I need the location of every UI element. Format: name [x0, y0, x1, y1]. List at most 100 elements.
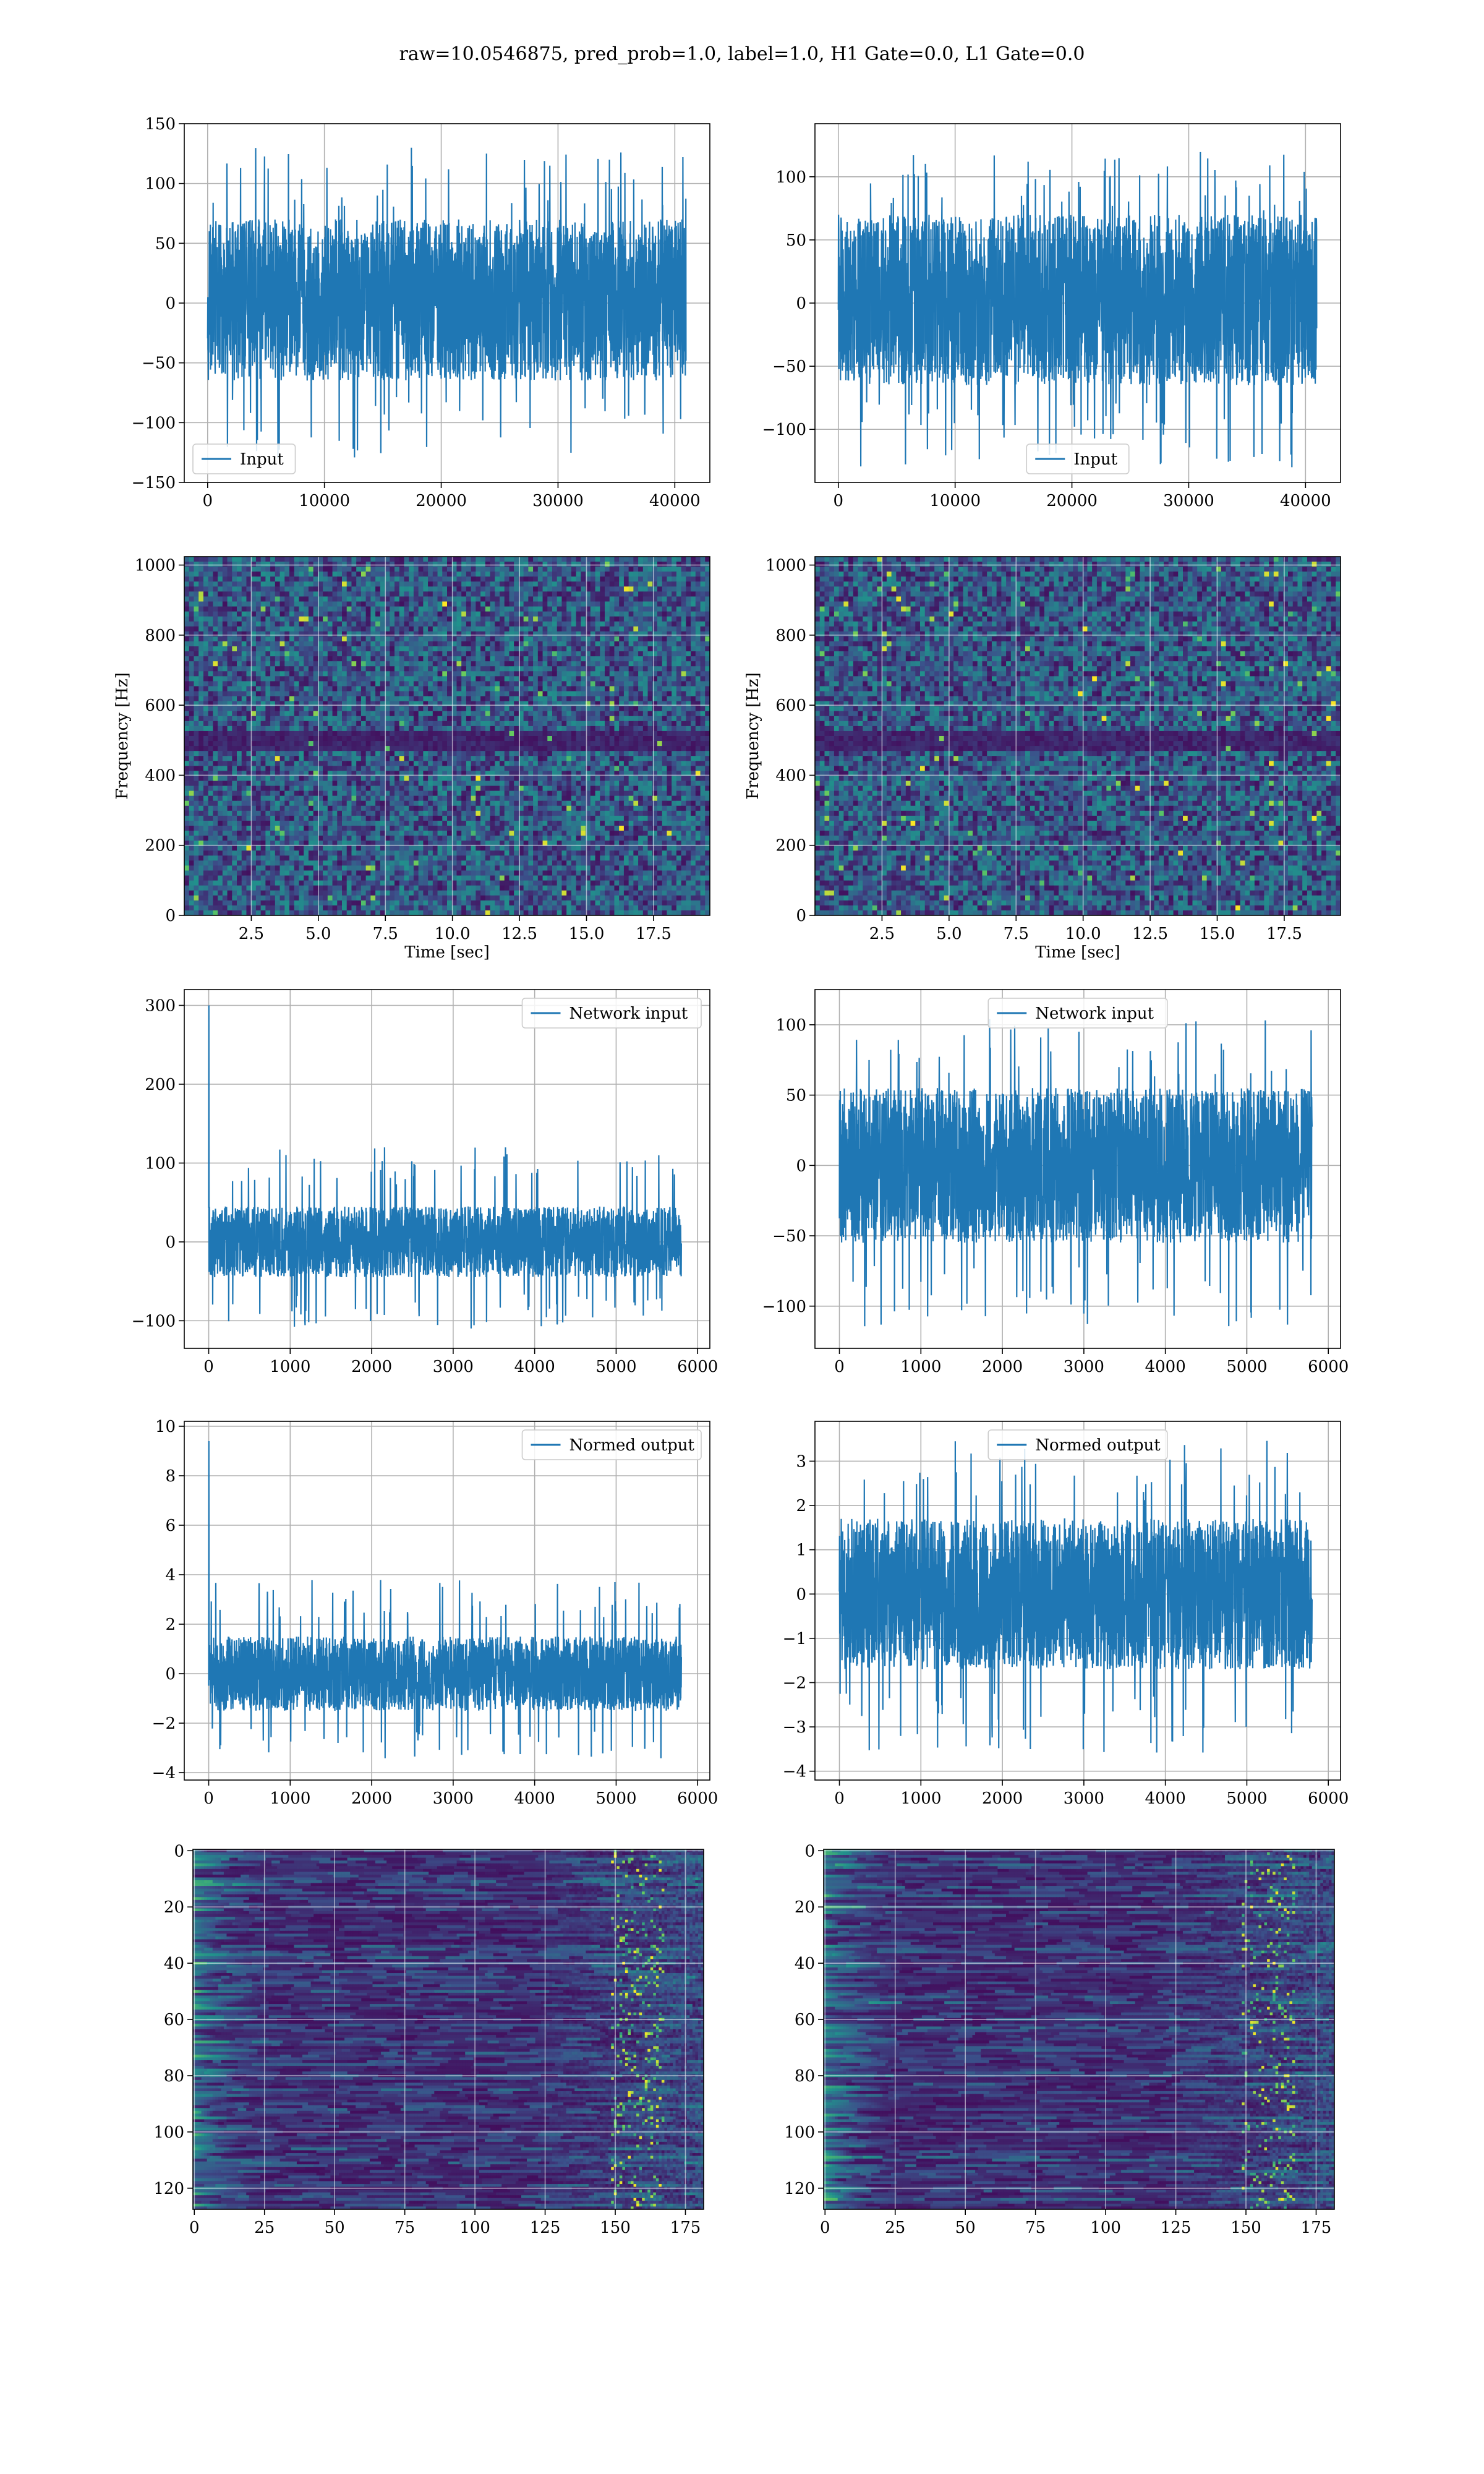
feature-map-right-ytick-label: 120	[784, 2180, 815, 2198]
feature-map-right-xtick-label: 175	[1301, 2219, 1332, 2237]
normed-output-left-xtick-label: 0	[203, 1789, 214, 1808]
spectrogram-right-xtick-label: 2.5	[869, 925, 895, 943]
input-left-ytick-label: 100	[145, 175, 176, 194]
normed-output-left-ytick-label: 2	[165, 1616, 176, 1634]
feature-map-right-xtick-label: 100	[1090, 2219, 1121, 2237]
normed-output-left-xtick-label: 5000	[595, 1789, 636, 1808]
network-input-left-ytick-label: 300	[145, 996, 176, 1015]
normed-output-left-xtick-label: 6000	[677, 1789, 718, 1808]
normed-output-right-panel: 0 1000 2000 3000 4000 5000 6000−4−3−2−10123Nor…	[783, 1421, 1349, 1808]
network-input-right-ytick-label: 0	[796, 1157, 806, 1175]
input-left-xtick-label: 40000	[649, 492, 701, 510]
input-right-ytick-label: 100	[775, 168, 806, 187]
network-input-right-legend-label: Network input	[1035, 1004, 1154, 1023]
spectrogram-left-xtick-label: 12.5	[501, 925, 537, 943]
normed-output-left-panel: 0 1000 2000 3000 4000 5000 6000−4−20246810Norm…	[152, 1418, 719, 1808]
feature-map-left-ytick-label: 20	[164, 1898, 184, 1917]
network-input-left-frame	[184, 990, 710, 1348]
spectrogram-left-ytick-label: 600	[145, 696, 176, 715]
input-right-xtick-label: 10000	[929, 492, 981, 510]
network-input-left-legend-label: Network input	[569, 1004, 688, 1023]
network-input-left-grid	[184, 990, 710, 1348]
input-left-legend-label: Input	[240, 450, 284, 469]
spectrogram-right-xtick-label: 5.0	[936, 925, 962, 943]
network-input-left-xtick-label: 5000	[595, 1358, 636, 1376]
network-input-right-xtick-label: 6000	[1308, 1358, 1349, 1376]
input-right-xtick-label: 20000	[1046, 492, 1098, 510]
network-input-right-xtick-label: 3000	[1064, 1358, 1104, 1376]
network-input-left-legend: Network input	[522, 998, 702, 1028]
normed-output-left-legend: Normed output	[522, 1430, 702, 1460]
feature-map-left-xtick-label: 75	[394, 2219, 415, 2237]
feature-map-left-xtick-label: 0	[189, 2219, 200, 2237]
feature-map-left-xtick-label: 50	[325, 2219, 345, 2237]
spectrogram-right-ytick-label: 400	[775, 766, 806, 785]
normed-output-right-xtick-label: 2000	[982, 1789, 1023, 1808]
spectrogram-left-ylabel: Frequency [Hz]	[113, 672, 132, 800]
spectrogram-right-ytick-label: 600	[775, 696, 806, 715]
spectrogram-right-ytick-label: 800	[775, 627, 806, 645]
network-input-right-xtick-label: 4000	[1145, 1358, 1186, 1376]
feature-map-left-xtick-label: 100	[459, 2219, 490, 2237]
normed-output-right-legend: Normed output	[988, 1430, 1167, 1460]
normed-output-left-ytick-label: 4	[165, 1566, 176, 1585]
input-right-ytick-label: 0	[796, 294, 806, 313]
input-left-ytick-label: −150	[132, 474, 176, 492]
spectrogram-right-xtick-label: 7.5	[1004, 925, 1029, 943]
network-input-left-ytick-label: 0	[165, 1233, 176, 1252]
feature-map-right-ytick-label: 20	[795, 1898, 815, 1917]
feature-map-right-xtick-label: 0	[820, 2219, 830, 2237]
input-left-legend: Input	[193, 444, 296, 474]
feature-map-right-xtick-label: 50	[955, 2219, 976, 2237]
input-right-ytick-label: 50	[786, 231, 806, 250]
spectrogram-left-xlabel: Time [sec]	[404, 943, 490, 962]
feature-map-right-xtick-label: 125	[1161, 2219, 1192, 2237]
input-right-ytick-label: −50	[772, 357, 806, 376]
normed-output-left-ytick-label: 10	[155, 1418, 176, 1436]
feature-map-right-xtick-label: 150	[1230, 2219, 1261, 2237]
spectrogram-right-ytick-label: 0	[796, 907, 806, 925]
network-input-left-xtick-label: 1000	[270, 1358, 310, 1376]
spectrogram-right-xtick-label: 10.0	[1065, 925, 1101, 943]
network-input-left-xtick-label: 2000	[351, 1358, 392, 1376]
spectrogram-left-ytick-label: 800	[145, 627, 176, 645]
normed-output-left-xtick-label: 4000	[514, 1789, 555, 1808]
normed-output-left-ytick-label: 8	[165, 1467, 176, 1486]
normed-output-right-series-line	[840, 1441, 1312, 1753]
network-input-right-ytick-label: −50	[772, 1227, 806, 1246]
normed-output-right-legend-label: Normed output	[1035, 1436, 1161, 1455]
spectrogram-left-xtick-label: 2.5	[239, 925, 264, 943]
spectrogram-left-cells	[184, 557, 710, 916]
input-left-series-line	[208, 148, 686, 458]
spectrogram-left-ytick-label: 200	[145, 837, 176, 855]
feature-map-right-xtick-label: 25	[885, 2219, 905, 2237]
normed-output-right-xtick-label: 5000	[1226, 1789, 1267, 1808]
feature-map-right-ytick-label: 0	[804, 1842, 815, 1860]
input-left-xtick-label: 10000	[299, 492, 350, 510]
spectrogram-left-xtick-label: 15.0	[569, 925, 605, 943]
spectrogram-right-ytick-label: 1000	[765, 557, 806, 575]
normed-output-right-ytick-label: −2	[783, 1674, 806, 1692]
input-right-legend: Input	[1026, 444, 1129, 474]
spectrogram-left-ytick-label: 0	[165, 907, 176, 925]
normed-output-right-ytick-label: −3	[783, 1718, 806, 1737]
feature-map-right-xtick-label: 75	[1025, 2219, 1046, 2237]
normed-output-right-xtick-label: 3000	[1064, 1789, 1104, 1808]
network-input-right-xtick-label: 2000	[982, 1358, 1023, 1376]
input-left-ytick-label: 50	[155, 234, 176, 253]
network-input-left-ytick-label: 200	[145, 1076, 176, 1094]
network-input-right-xtick-label: 5000	[1226, 1358, 1267, 1376]
feature-map-left-ytick-label: 80	[164, 2067, 184, 2086]
network-input-right-panel: 0 1000 2000 3000 4000 5000 6000−100−50050100Ne…	[762, 990, 1349, 1376]
input-right-xtick-label: 40000	[1280, 492, 1331, 510]
spectrogram-right-ylabel: Frequency [Hz]	[744, 672, 762, 800]
input-right-series-line	[838, 152, 1317, 468]
input-left-ytick-label: 150	[145, 115, 176, 134]
feature-map-left-xtick-label: 175	[670, 2219, 701, 2237]
feature-map-left-xtick-label: 125	[530, 2219, 561, 2237]
